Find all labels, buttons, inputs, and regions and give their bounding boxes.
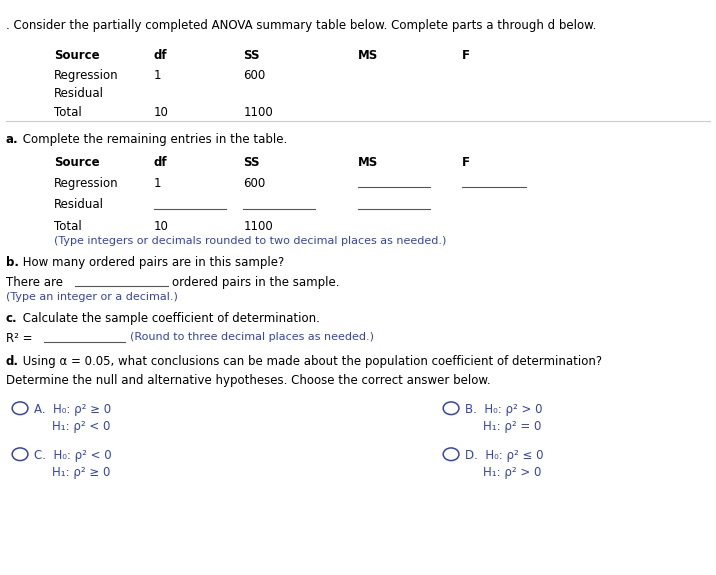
Text: c.: c. [6,312,17,325]
Text: (Type an integer or a decimal.): (Type an integer or a decimal.) [6,292,178,302]
Text: Residual: Residual [54,198,104,212]
Text: Total: Total [54,220,82,233]
Text: H₁: ρ² ≥ 0: H₁: ρ² ≥ 0 [52,466,111,479]
Text: df: df [154,49,168,62]
Text: Source: Source [54,49,100,62]
Text: There are: There are [6,276,63,289]
Text: How many ordered pairs are in this sample?: How many ordered pairs are in this sampl… [19,256,284,269]
Text: H₁: ρ² > 0: H₁: ρ² > 0 [483,466,542,479]
Text: Determine the null and alternative hypotheses. Choose the correct answer below.: Determine the null and alternative hypot… [6,374,490,387]
Text: MS: MS [358,156,378,170]
Text: SS: SS [243,156,260,170]
Text: Source: Source [54,156,100,170]
Text: 600: 600 [243,177,266,190]
Text: SS: SS [243,49,260,62]
Text: C.  H₀: ρ² < 0: C. H₀: ρ² < 0 [34,448,112,462]
Text: Regression: Regression [54,69,118,82]
Text: 1: 1 [154,177,161,190]
Text: B.  H₀: ρ² > 0: B. H₀: ρ² > 0 [465,402,543,416]
Text: 1: 1 [154,69,161,82]
Text: F: F [462,156,470,170]
Text: 600: 600 [243,69,266,82]
Text: F: F [462,49,470,62]
Text: Complete the remaining entries in the table.: Complete the remaining entries in the ta… [19,133,287,147]
Text: A.  H₀: ρ² ≥ 0: A. H₀: ρ² ≥ 0 [34,402,112,416]
Text: d.: d. [6,355,19,369]
Text: D.  H₀: ρ² ≤ 0: D. H₀: ρ² ≤ 0 [465,448,544,462]
Text: . Consider the partially completed ANOVA summary table below. Complete parts a t: . Consider the partially completed ANOVA… [6,19,596,32]
Text: R² =: R² = [6,332,32,345]
Text: ordered pairs in the sample.: ordered pairs in the sample. [172,276,339,289]
Text: MS: MS [358,49,378,62]
Text: Residual: Residual [54,87,104,101]
Text: (Type integers or decimals rounded to two decimal places as needed.): (Type integers or decimals rounded to tw… [54,236,446,246]
Text: (Round to three decimal places as needed.): (Round to three decimal places as needed… [130,332,374,342]
Text: df: df [154,156,168,170]
Text: H₁: ρ² < 0: H₁: ρ² < 0 [52,420,111,433]
Text: Total: Total [54,106,82,119]
Text: 1100: 1100 [243,106,274,119]
Text: 1100: 1100 [243,220,274,233]
Text: Regression: Regression [54,177,118,190]
Text: a.: a. [6,133,19,147]
Text: b.: b. [6,256,19,269]
Text: Calculate the sample coefficient of determination.: Calculate the sample coefficient of dete… [19,312,319,325]
Text: 10: 10 [154,106,169,119]
Text: H₁: ρ² = 0: H₁: ρ² = 0 [483,420,542,433]
Text: Using α = 0.05, what conclusions can be made about the population coefficient of: Using α = 0.05, what conclusions can be … [19,355,601,369]
Text: 10: 10 [154,220,169,233]
